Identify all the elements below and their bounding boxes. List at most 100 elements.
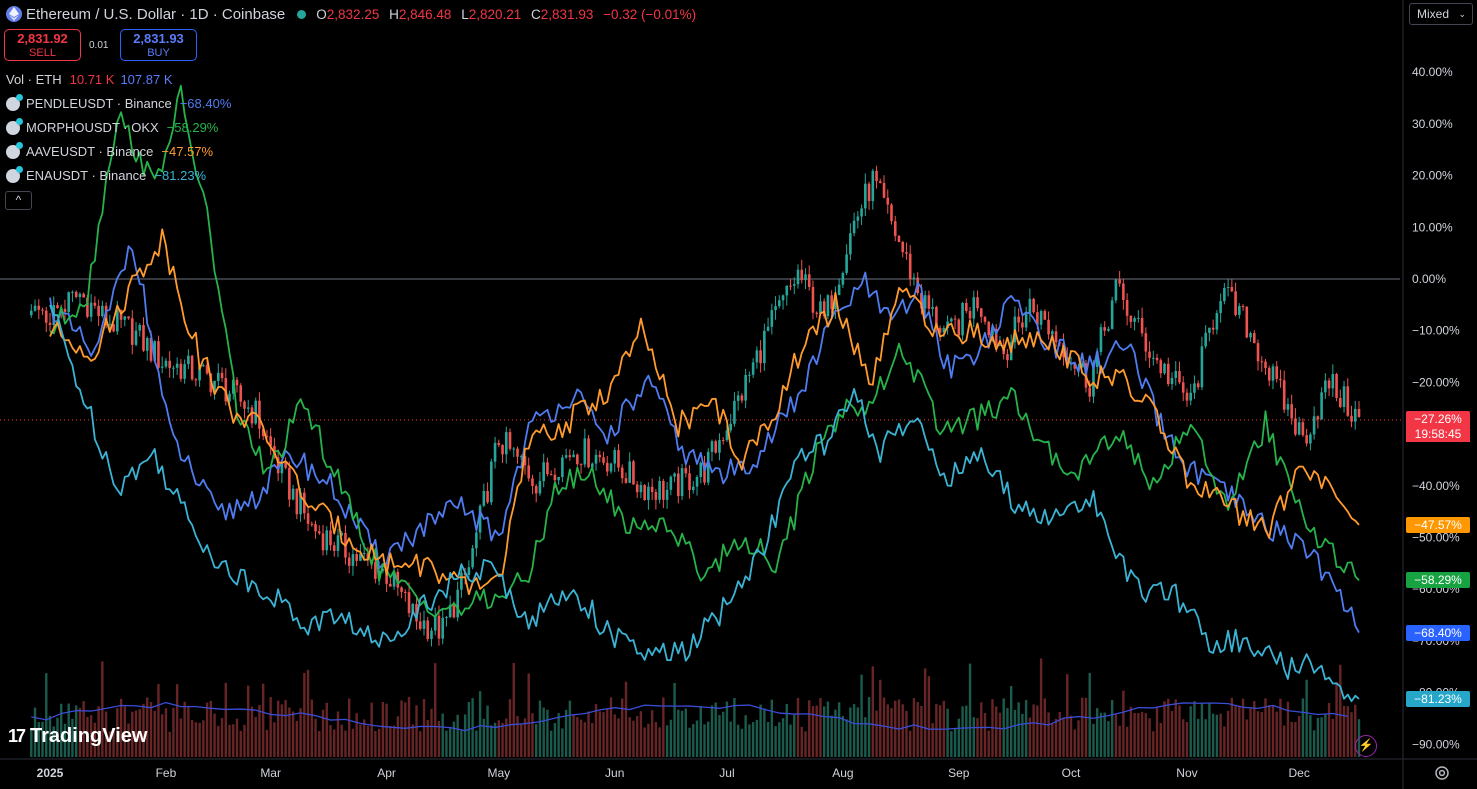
candle-body — [748, 374, 751, 376]
eth-candle — [983, 315, 987, 325]
symbol-header[interactable]: Ethereum / U.S. Dollar · 1D · Coinbase O… — [6, 4, 702, 24]
eth-candle — [71, 290, 74, 303]
lightning-icon[interactable]: ⚡ — [1355, 735, 1377, 757]
volume-bar — [1133, 712, 1136, 757]
volume-bar — [897, 699, 901, 757]
eth-candle — [389, 578, 392, 587]
volume-bar — [695, 720, 699, 757]
candle-body — [1339, 397, 1342, 407]
volume-bar — [673, 682, 676, 757]
eth-candle — [766, 317, 770, 332]
volume-bar — [247, 685, 250, 757]
sell-button[interactable]: 2,831.92 SELL — [4, 29, 81, 61]
candle-body — [1324, 380, 1327, 393]
candle-body — [224, 378, 228, 402]
gear-icon[interactable] — [1433, 764, 1451, 782]
eth-candle — [635, 481, 639, 498]
volume-bar — [67, 703, 70, 757]
volume-bar — [1215, 714, 1219, 757]
eth-candle — [407, 582, 411, 618]
volume-bar — [755, 719, 759, 757]
eth-candle — [1346, 378, 1350, 418]
candle-body — [1357, 408, 1361, 417]
candle-body — [187, 355, 190, 365]
candle-body — [1178, 371, 1181, 383]
volume-bar — [456, 714, 459, 757]
scale-mode-select[interactable]: Mixed ⌄ — [1409, 3, 1473, 25]
candle-body — [97, 305, 100, 317]
buy-button[interactable]: 2,831.93 BUY — [120, 29, 197, 61]
eth-candle — [482, 483, 486, 508]
eth-candle — [538, 472, 542, 496]
volume-bar — [1017, 702, 1020, 757]
legend-pendle[interactable]: PENDLEUSDT · Binance −68.40% — [6, 93, 231, 111]
eth-candle — [1327, 377, 1331, 397]
candle-body — [134, 330, 138, 345]
eth-candle — [1193, 375, 1196, 400]
eth-candle — [1297, 416, 1301, 436]
volume-bar — [422, 699, 426, 757]
candle-body — [396, 571, 400, 588]
candle-body — [624, 478, 628, 483]
collapse-legend-button[interactable]: ^ — [5, 191, 32, 210]
volume-ma-line — [31, 701, 1348, 732]
candle-body — [86, 297, 89, 317]
candle-body — [807, 274, 811, 288]
volume-bar — [232, 724, 235, 757]
candle-body — [1226, 286, 1230, 288]
eth-candle — [1170, 372, 1174, 390]
legend-ena[interactable]: ENAUSDT · Binance −81.23% — [6, 165, 206, 183]
candle-body — [512, 448, 516, 450]
volume-bar — [1260, 712, 1263, 757]
candle-body — [362, 553, 366, 555]
eth-candle — [576, 453, 579, 467]
volume-bar — [1312, 730, 1316, 757]
eth-candle — [1223, 282, 1226, 305]
volume-bar — [463, 714, 467, 757]
y-tick-label: −90.00% — [1412, 737, 1460, 751]
eth-candle — [605, 455, 609, 477]
eth-candle — [1226, 278, 1230, 297]
symbol-title[interactable]: Ethereum / U.S. Dollar · 1D · Coinbase — [26, 5, 286, 23]
legend-morpho[interactable]: MORPHOUSDT · OKX −58.29% — [6, 117, 218, 135]
legend-aave[interactable]: AAVEUSDT · Binance −47.57% — [6, 141, 213, 159]
eth-candle — [1013, 306, 1017, 349]
eth-candle — [1204, 325, 1207, 349]
volume-bar — [748, 724, 751, 757]
price-tag: −68.40% — [1406, 624, 1470, 641]
eth-candle — [617, 444, 620, 472]
eth-candle — [1279, 369, 1282, 388]
volume-bar — [1062, 718, 1065, 757]
candle-body — [303, 492, 306, 514]
candle-body — [374, 561, 377, 579]
eth-candle — [1200, 336, 1204, 391]
candle-body — [56, 305, 59, 309]
eth-candle — [1331, 364, 1335, 397]
volume-bar — [796, 697, 800, 757]
volume-bar — [759, 704, 762, 757]
candle-body — [486, 491, 489, 503]
candle-body — [953, 318, 957, 320]
volume-bar — [198, 722, 201, 757]
candle-body — [568, 455, 572, 458]
eth-candle — [763, 323, 766, 371]
volume-bar — [1009, 686, 1013, 757]
candle-body — [587, 438, 590, 468]
candle-body — [63, 308, 67, 312]
volume-legend[interactable]: Vol · ETH 10.71 K 107.87 K — [6, 72, 173, 87]
candle-body — [972, 297, 976, 319]
candle-body — [220, 372, 224, 379]
eth-candle — [564, 448, 568, 459]
volume-bar — [60, 703, 63, 757]
volume-bar — [1013, 709, 1017, 757]
eth-candle — [893, 215, 897, 242]
candle-body — [1316, 416, 1320, 420]
eth-candle — [325, 526, 329, 556]
eth-candle — [572, 450, 575, 458]
volume-bar — [811, 706, 815, 757]
volume-bar — [1264, 698, 1267, 757]
volume-bar — [1054, 718, 1058, 757]
eth-candle — [534, 483, 538, 503]
candle-body — [1196, 383, 1200, 388]
